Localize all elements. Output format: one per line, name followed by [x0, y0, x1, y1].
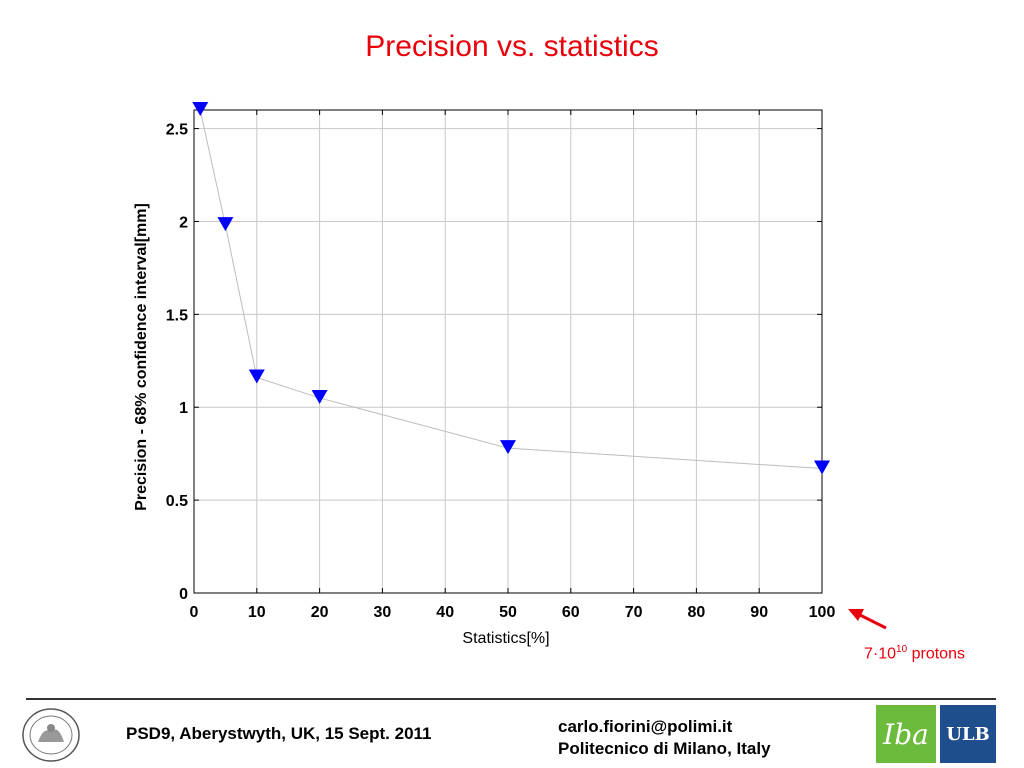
precision-chart: 0 10 20 30 40 50 60 70 80 90 100 0 0.5 1 1.5 2 2.5 Stat…: [133, 102, 887, 647]
footer-divider: [26, 698, 996, 700]
series-line: [199, 109, 823, 470]
annotation-base: 7·10: [864, 645, 897, 663]
data-point: [192, 102, 209, 116]
x-tick-label: 40: [436, 604, 454, 621]
y-tick-label: 1: [179, 400, 188, 417]
x-tick-labels: 0 10 20 30 40 50 60 70 80 90 100: [190, 604, 836, 621]
x-tick-label: 90: [750, 604, 768, 621]
footer-conference: PSD9, Aberystwyth, UK, 15 Sept. 2011: [126, 724, 432, 743]
annotation-arrow: [848, 609, 887, 630]
data-point: [217, 217, 234, 232]
slide-title: Precision vs. statistics: [365, 30, 659, 63]
chart-grid: [194, 110, 822, 593]
ulb-logo: ULB: [940, 705, 996, 763]
x-tick-label: 60: [562, 604, 580, 621]
chart-ticks: [193, 110, 823, 594]
y-tick-label: 0.5: [166, 493, 188, 510]
footer-contact: carlo.fiorini@polimi.it Politecnico di M…: [558, 716, 771, 760]
chart-series: [192, 102, 830, 475]
x-tick-label: 70: [625, 604, 643, 621]
x-axis-label: Statistics[%]: [462, 630, 549, 647]
iba-logo: Iba: [876, 705, 936, 763]
data-point: [248, 369, 265, 384]
x-tick-label: 50: [499, 604, 517, 621]
y-tick-label: 1.5: [166, 307, 188, 324]
x-tick-label: 30: [374, 604, 392, 621]
data-point: [500, 440, 516, 455]
data-point: [814, 460, 830, 475]
footer-email[interactable]: carlo.fiorini@polimi.it: [558, 717, 733, 736]
annotation-suffix: protons: [907, 645, 965, 663]
footer-affiliation: Politecnico di Milano, Italy: [558, 739, 771, 758]
data-point: [311, 389, 328, 404]
x-tick-label: 0: [190, 604, 199, 621]
x-tick-label: 20: [311, 604, 329, 621]
y-tick-labels: 0 0.5 1 1.5 2 2.5: [166, 122, 188, 603]
polimi-seal-logo: [22, 708, 80, 762]
x-tick-label: 10: [248, 604, 266, 621]
protons-annotation: 7·1010 protons: [864, 644, 965, 663]
y-axis-label: Precision - 68% confidence interval[mm]: [133, 203, 150, 511]
y-tick-label: 2: [179, 214, 188, 231]
x-tick-label: 80: [688, 604, 706, 621]
y-tick-label: 2.5: [166, 122, 188, 139]
x-tick-label: 100: [809, 604, 836, 621]
annotation-exponent: 10: [896, 644, 908, 655]
y-tick-label: 0: [179, 586, 188, 603]
